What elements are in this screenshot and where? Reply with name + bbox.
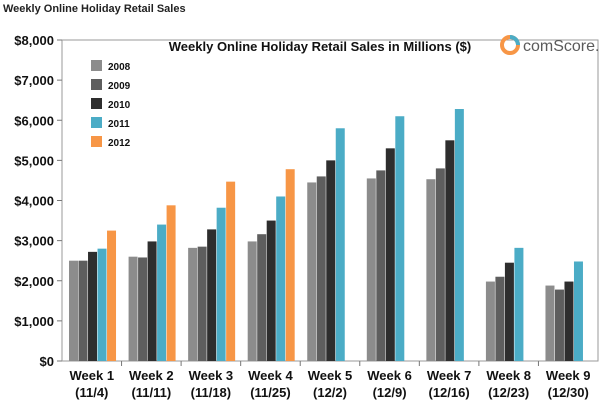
y-tick-label: $5,000 xyxy=(14,153,54,168)
x-tick-label: Week 2 xyxy=(129,368,174,383)
x-tick-label: (11/25) xyxy=(250,385,290,400)
bar-2011-1 xyxy=(97,248,107,361)
bar-2012-1 xyxy=(107,230,117,361)
bar-2010-2 xyxy=(147,241,157,361)
x-tick-label: (12/16) xyxy=(429,385,470,400)
y-tick-label: $3,000 xyxy=(14,234,54,249)
legend-swatch-2010 xyxy=(91,98,102,109)
bar-2012-4 xyxy=(285,169,295,361)
bar-2010-4 xyxy=(266,220,276,361)
bar-2008-9 xyxy=(545,285,555,361)
x-tick-label: (12/2) xyxy=(313,385,347,400)
chart-legend: 2008 2009 2010 2011 2012 xyxy=(91,60,131,149)
y-tick-label: $8,000 xyxy=(14,33,54,48)
y-tick-label: $4,000 xyxy=(14,194,54,209)
bar-2008-1 xyxy=(69,260,79,361)
bar-2011-8 xyxy=(514,247,524,361)
legend-swatch-2009 xyxy=(91,79,102,90)
bar-2011-3 xyxy=(216,207,226,361)
legend-label-2012: 2012 xyxy=(108,138,131,149)
chart-title: Weekly Online Holiday Retail Sales in Mi… xyxy=(169,39,471,54)
bar-2011-5 xyxy=(335,128,345,361)
bar-2008-8 xyxy=(485,281,495,361)
x-tick-label: (11/18) xyxy=(191,385,231,400)
bar-2012-2 xyxy=(166,205,176,361)
bar-2008-6 xyxy=(366,178,376,361)
bar-2008-7 xyxy=(426,179,436,361)
comscore-logo: comScore. xyxy=(500,35,599,55)
bar-2008-2 xyxy=(128,256,138,361)
bar-2010-9 xyxy=(564,281,574,361)
x-tick-label: Week 7 xyxy=(427,368,472,383)
x-tick-label: Week 9 xyxy=(546,368,591,383)
bar-2011-6 xyxy=(395,116,405,361)
bar-2011-4 xyxy=(276,196,286,361)
x-tick-label: Week 4 xyxy=(248,368,293,383)
x-tick-label: Week 3 xyxy=(189,368,234,383)
legend-swatch-2011 xyxy=(91,117,102,128)
bar-2009-4 xyxy=(257,234,267,361)
legend-swatch-2008 xyxy=(91,60,102,71)
bar-2009-7 xyxy=(435,168,445,361)
legend-label-2011: 2011 xyxy=(108,119,130,130)
x-tick-label: (12/30) xyxy=(548,385,589,400)
x-tick-label: (11/11) xyxy=(131,385,171,400)
bar-2011-7 xyxy=(454,109,464,361)
x-tick-label: Week 5 xyxy=(308,368,353,383)
bar-2010-8 xyxy=(504,262,514,361)
bar-2009-3 xyxy=(197,246,207,361)
y-tick-label: $7,000 xyxy=(14,73,54,88)
chart-axes: $0 $1,000 $2,000 $3,000 $4,000 $5,000 $6,000 $7… xyxy=(14,33,599,400)
y-tick-label: $2,000 xyxy=(14,274,54,289)
x-tick-label: (12/23) xyxy=(488,385,529,400)
bar-2009-1 xyxy=(78,260,88,361)
x-tick-label: (11/4) xyxy=(75,385,108,400)
bar-2008-3 xyxy=(188,247,198,361)
bar-2010-7 xyxy=(445,140,455,361)
bar-2008-5 xyxy=(307,182,317,361)
bar-2010-1 xyxy=(88,251,98,361)
logo-text: comScore. xyxy=(523,38,599,55)
bar-2009-8 xyxy=(495,276,505,361)
x-tick-label: Week 1 xyxy=(69,368,114,383)
bar-2009-9 xyxy=(554,289,564,361)
y-tick-label: $6,000 xyxy=(14,113,54,128)
x-tick-label: (12/9) xyxy=(373,385,407,400)
bar-2009-2 xyxy=(138,257,148,361)
bar-2008-4 xyxy=(247,241,257,361)
bar-2009-6 xyxy=(376,170,386,361)
legend-label-2010: 2010 xyxy=(108,100,131,111)
bar-2011-9 xyxy=(573,261,583,361)
legend-label-2008: 2008 xyxy=(108,62,131,73)
bar-2010-6 xyxy=(385,148,395,361)
legend-label-2009: 2009 xyxy=(108,81,131,92)
x-tick-label: Week 8 xyxy=(486,368,531,383)
bar-2011-2 xyxy=(157,224,167,361)
bar-2010-3 xyxy=(207,229,217,361)
page-title: Weekly Online Holiday Retail Sales xyxy=(3,3,186,15)
x-tick-label: Week 6 xyxy=(367,368,412,383)
bar-2012-3 xyxy=(226,181,236,361)
bar-2009-5 xyxy=(316,176,326,361)
legend-swatch-2012 xyxy=(91,136,102,147)
chart-bars xyxy=(69,109,583,361)
bar-2010-5 xyxy=(326,160,336,361)
y-tick-label: $0 xyxy=(40,354,54,369)
y-tick-label: $1,000 xyxy=(14,314,54,329)
